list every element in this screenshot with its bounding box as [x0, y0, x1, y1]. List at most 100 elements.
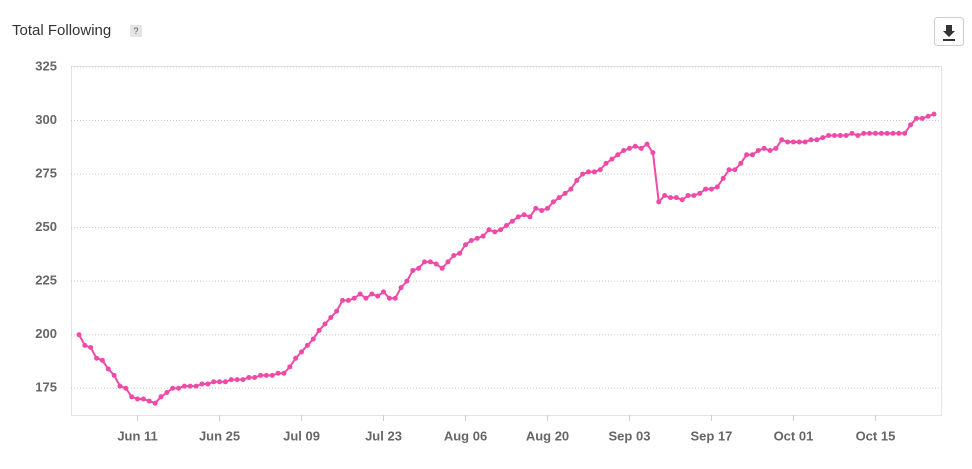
y-tick-label: 275 [35, 166, 57, 181]
data-point [416, 265, 422, 271]
data-point [544, 205, 550, 211]
data-point [275, 370, 281, 376]
y-tick-label: 200 [35, 326, 57, 341]
data-point [796, 139, 802, 145]
plot-border [71, 66, 942, 416]
data-point [925, 113, 931, 119]
data-point [199, 381, 205, 387]
x-tick-label: Jun 11 [117, 428, 157, 443]
data-point [714, 184, 720, 190]
data-point [287, 364, 293, 370]
data-point [726, 167, 732, 173]
data-point [334, 308, 340, 314]
data-point [902, 130, 908, 136]
data-point [310, 336, 316, 342]
data-point [82, 342, 88, 348]
data-point [884, 130, 890, 136]
help-icon[interactable]: ? [130, 25, 142, 37]
data-point [357, 291, 363, 297]
data-point [88, 345, 94, 351]
data-point [790, 139, 796, 145]
data-point [878, 130, 884, 136]
data-point [351, 295, 357, 301]
download-button[interactable] [934, 17, 964, 46]
data-point [574, 178, 580, 184]
data-point [498, 227, 504, 233]
data-point [568, 186, 574, 192]
data-point [521, 212, 527, 218]
data-point [433, 261, 439, 267]
data-point [269, 372, 275, 378]
data-point [515, 214, 521, 220]
data-point [585, 169, 591, 175]
data-point [749, 152, 755, 158]
data-point [123, 385, 129, 391]
data-point [539, 207, 545, 213]
data-point [802, 139, 808, 145]
data-point [603, 160, 609, 166]
y-tick-label: 250 [35, 219, 57, 234]
data-point [685, 192, 691, 198]
data-point [176, 385, 182, 391]
data-point [152, 400, 158, 406]
data-point [720, 175, 726, 181]
data-point [427, 259, 433, 265]
data-point [826, 133, 832, 139]
data-point [404, 278, 410, 284]
data-point [890, 130, 896, 136]
data-point [457, 250, 463, 256]
data-point [316, 327, 322, 333]
data-point [527, 214, 533, 220]
data-point [211, 379, 217, 385]
data-point [855, 133, 861, 139]
data-point [293, 355, 299, 361]
data-point [533, 205, 539, 211]
data-point [755, 148, 761, 154]
data-point [931, 111, 937, 117]
x-tick-label: Aug 06 [444, 428, 487, 443]
data-point [820, 135, 826, 141]
data-point [767, 148, 773, 154]
data-point [422, 259, 428, 265]
data-point [111, 372, 117, 378]
data-point [486, 227, 492, 233]
data-point [281, 370, 287, 376]
data-point [919, 115, 925, 121]
data-point [773, 145, 779, 151]
data-point [217, 379, 223, 385]
y-tick-label: 300 [35, 112, 57, 127]
data-point [94, 355, 100, 361]
series-line [78, 113, 935, 405]
data-point [667, 195, 673, 201]
data-point [626, 145, 632, 151]
data-point [597, 167, 603, 173]
data-point [814, 137, 820, 143]
data-point [99, 357, 105, 363]
data-point [140, 396, 146, 402]
data-point [849, 130, 855, 136]
data-point [621, 148, 627, 154]
data-point [609, 156, 615, 162]
data-point [222, 379, 228, 385]
data-point [445, 259, 451, 265]
data-point [468, 237, 474, 243]
data-point [867, 130, 873, 136]
data-point [831, 133, 837, 139]
data-point [644, 141, 650, 147]
data-point [872, 130, 878, 136]
data-point [240, 377, 246, 383]
data-point [615, 152, 621, 158]
x-tick-label: Sep 03 [609, 428, 651, 443]
data-point [234, 377, 240, 383]
data-point [591, 169, 597, 175]
data-point [439, 265, 445, 271]
x-tick-label: Jun 25 [199, 428, 240, 443]
data-point [738, 160, 744, 166]
help-icon-box [130, 25, 142, 37]
data-point [632, 143, 638, 149]
data-point [375, 293, 381, 299]
y-tick-label: 175 [35, 380, 57, 395]
data-point [480, 233, 486, 239]
data-point [808, 137, 814, 143]
x-tick-label: Sep 17 [691, 428, 733, 443]
